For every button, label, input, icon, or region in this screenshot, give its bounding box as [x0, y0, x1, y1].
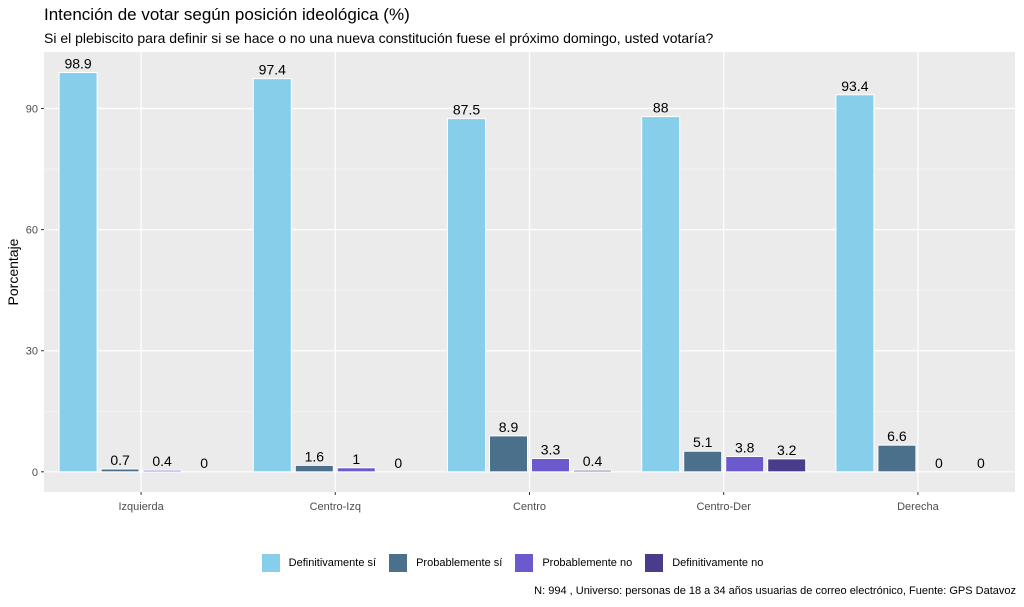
chart-caption: N: 994 , Universo: personas de 18 a 34 a… — [534, 585, 1016, 597]
y-tick-label: 0 — [32, 467, 38, 479]
data-label: 87.5 — [453, 102, 480, 118]
bar — [100, 468, 140, 473]
y-tick-label: 30 — [26, 346, 38, 358]
data-label: 1 — [352, 451, 360, 467]
bar — [489, 435, 528, 473]
chart-subtitle: Si el plebiscito para definir si se hace… — [44, 30, 714, 46]
bar — [294, 464, 334, 473]
x-tick-label: Izquierda — [118, 501, 164, 513]
bar — [767, 458, 807, 473]
bar — [683, 450, 723, 473]
legend-key — [260, 553, 281, 573]
bar — [58, 72, 98, 473]
data-label: 1.6 — [305, 448, 325, 464]
legend-item: Probablemente sí — [388, 553, 502, 573]
y-tick-label: 90 — [26, 104, 38, 116]
chart-legend: Definitivamente sí Probablemente sí Probab… — [0, 553, 1024, 573]
bar — [142, 469, 182, 473]
x-tick-label: Derecha — [897, 501, 939, 513]
bar — [641, 116, 681, 473]
data-label: 0.4 — [583, 453, 603, 469]
data-label: 0.7 — [110, 452, 130, 468]
legend-item: Definitivamente sí — [260, 553, 377, 573]
legend-label: Definitivamente no — [672, 557, 764, 569]
y-tick-label: 60 — [26, 225, 38, 237]
data-label: 0 — [977, 455, 985, 471]
data-label: 0 — [394, 455, 402, 471]
bar — [725, 455, 765, 473]
chart-title: Intención de votar según posición ideoló… — [44, 5, 410, 24]
data-label: 0 — [935, 455, 943, 471]
data-label: 3.8 — [735, 439, 755, 455]
legend-label: Probablemente no — [542, 557, 633, 569]
legend-key — [644, 553, 665, 573]
bar — [531, 457, 570, 473]
data-label: 3.3 — [541, 441, 561, 457]
bar — [447, 118, 486, 473]
data-label: 0.4 — [152, 453, 172, 469]
data-label: 0 — [200, 455, 208, 471]
legend-label: Probablemente sí — [416, 557, 503, 569]
y-axis-label: Porcentaje — [5, 238, 21, 305]
bar — [877, 444, 917, 473]
x-tick-label: Centro-Der — [696, 501, 751, 513]
bar — [252, 78, 292, 473]
x-tick-label: Centro — [513, 501, 546, 513]
data-label: 3.2 — [777, 442, 797, 458]
data-label: 93.4 — [841, 78, 868, 94]
data-label: 8.9 — [499, 419, 519, 435]
legend-item: Probablemente no — [514, 553, 632, 573]
data-label: 5.1 — [693, 434, 713, 450]
bar — [336, 467, 376, 473]
bar — [573, 469, 612, 473]
x-tick-label: Centro-Izq — [310, 501, 361, 513]
bar — [835, 94, 875, 473]
legend-label: Definitivamente sí — [288, 557, 377, 569]
data-label: 98.9 — [64, 56, 91, 72]
legend-key — [514, 553, 535, 573]
data-label: 6.6 — [887, 428, 907, 444]
legend-item: Definitivamente no — [644, 553, 763, 573]
data-label: 88 — [653, 100, 669, 116]
legend-key — [388, 553, 409, 573]
data-label: 97.4 — [259, 62, 286, 78]
